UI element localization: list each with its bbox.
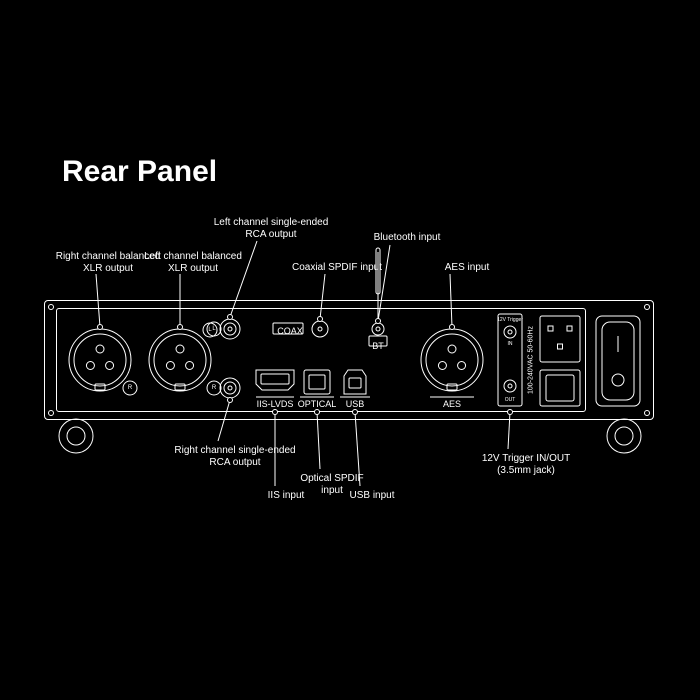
label-aes: AES	[443, 399, 461, 409]
marker-rca-l: L	[212, 326, 215, 332]
label-iis: IIS-LVDS	[257, 399, 294, 409]
callout-bluetooth: Bluetooth input	[357, 232, 457, 244]
page-title: Rear Panel	[62, 155, 217, 189]
label-optical: OPTICAL	[298, 399, 337, 409]
callout-rca-right: Right channel single-ended RCA output	[160, 445, 310, 469]
label-trigger-out: OUT	[505, 397, 516, 403]
marker-xlr-l: L	[208, 327, 211, 333]
label-trigger-in: IN	[508, 341, 513, 347]
marker-rca-r: R	[212, 385, 216, 391]
label-bt: BT	[372, 341, 384, 351]
callout-coax: Coaxial SPDIF input	[282, 262, 392, 274]
callout-aes: AES input	[427, 262, 507, 274]
callout-xlr-left: Left channel balanced XLR output	[133, 251, 253, 275]
label-coax: COAX	[277, 326, 303, 336]
label-usb: USB	[346, 399, 365, 409]
callout-usb: USB input	[337, 490, 407, 502]
label-trigger-top: 12V Trigger	[497, 317, 523, 323]
marker-xlr-r: R	[128, 385, 132, 391]
label-power-voltage: 100-240VAC 50-60Hz	[528, 326, 535, 394]
callout-trigger: 12V Trigger IN/OUT (3.5mm jack)	[466, 453, 586, 477]
callout-rca-left: Left channel single-ended RCA output	[201, 217, 341, 241]
